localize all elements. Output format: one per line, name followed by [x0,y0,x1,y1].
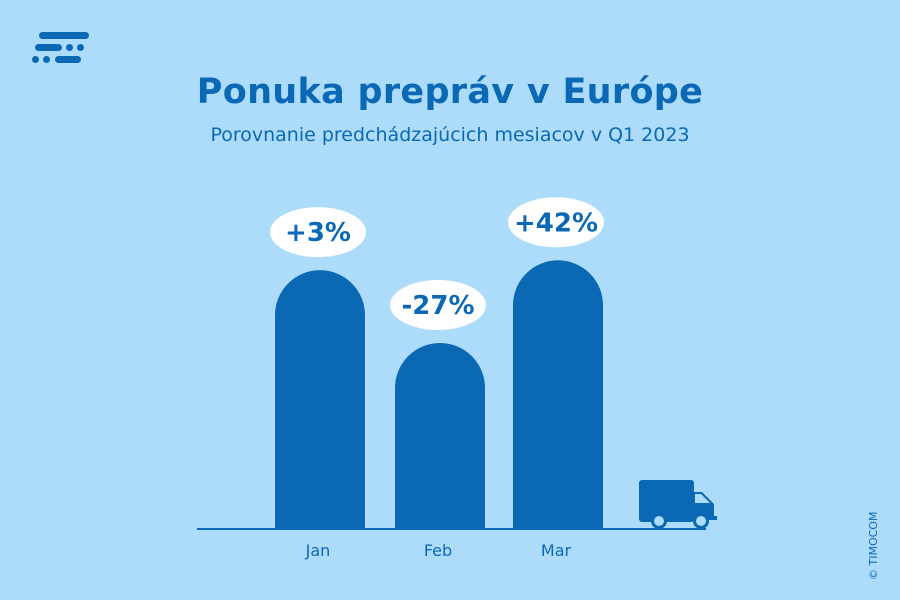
x-tick-label: Mar [541,541,572,560]
x-tick-label: Jan [305,541,331,560]
truck-icon [639,480,717,529]
bar-mar [513,260,603,529]
data-label: +42% [514,208,598,238]
chart-title: Ponuka prepráv v Európe [196,72,704,112]
timocom-logo-icon [32,32,89,63]
x-tick-label: Feb [424,541,452,560]
data-label-bubble [390,280,486,331]
data-label-bubble [270,207,366,258]
data-label: +3% [285,218,351,248]
chart-subtitle: Porovnanie predchádzajúcich mesiacov v Q… [210,124,690,146]
data-label: -27% [401,291,474,321]
data-label-bubble [508,197,604,248]
bar-jan [275,270,366,529]
bar-feb [395,343,485,529]
